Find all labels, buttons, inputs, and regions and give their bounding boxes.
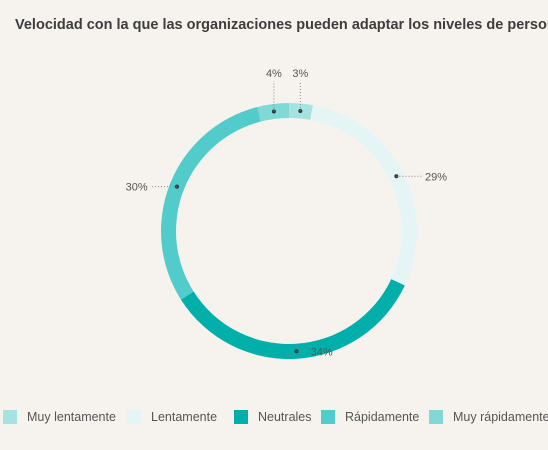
legend: Muy lentamente Lentamente Neutrales Rápi… [0,410,548,432]
chart-title: Velocidad con la que las organizaciones … [15,17,548,33]
slice-neutrales[interactable] [180,279,405,360]
legend-label-muy-rapidamente: Muy rápidamente [453,410,548,424]
legend-item-muy-lentamente[interactable]: Muy lentamente [3,410,116,424]
data-label-muy-lentamente: 3% [292,68,308,80]
legend-swatch-lentamente [127,410,141,424]
data-label-lentamente: 29% [425,171,447,183]
legend-swatch-muy-lentamente [3,410,17,424]
donut-chart: 3% 29% 34% 30% 4% [126,68,447,360]
legend-item-neutrales[interactable]: Neutrales [234,410,312,424]
slice-lentamente[interactable] [310,105,418,286]
legend-label-muy-lentamente: Muy lentamente [27,410,116,424]
legend-item-rapidamente[interactable]: Rápidamente [321,410,419,424]
data-label-rapidamente: 30% [126,182,148,194]
legend-label-rapidamente: Rápidamente [345,410,420,424]
legend-label-lentamente: Lentamente [151,410,218,424]
legend-swatch-rapidamente [321,410,335,424]
data-label-neutrales: 34% [311,346,333,358]
legend-label-neutrales: Neutrales [258,410,312,424]
legend-swatch-muy-rapidamente [429,410,443,424]
legend-item-muy-rapidamente[interactable]: Muy rápidamente [429,410,548,424]
legend-swatch-neutrales [234,410,248,424]
slice-rapidamente[interactable] [160,107,261,300]
legend-item-lentamente[interactable]: Lentamente [127,410,217,424]
data-label-muy-rapidamente: 4% [266,68,282,80]
